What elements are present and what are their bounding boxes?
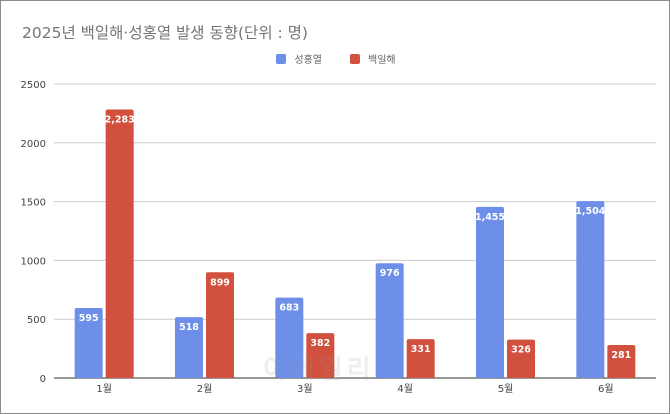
legend-item-series-1: 백일해 [350, 51, 396, 66]
data-label: 331 [411, 344, 431, 355]
data-label: 595 [79, 313, 99, 324]
data-label: 382 [310, 338, 330, 349]
x-tick-label: 6월 [598, 383, 614, 395]
bar-series-0 [275, 297, 304, 378]
bar-series-1 [607, 344, 636, 378]
bar-series-0 [476, 206, 504, 378]
data-label: 518 [179, 322, 199, 333]
legend-swatch-series-0 [276, 53, 287, 64]
data-label: 1,504 [575, 206, 605, 217]
legend-swatch-series-1 [350, 53, 360, 64]
y-tick-label: 2000 [21, 139, 46, 150]
x-tick-label: 4월 [397, 383, 413, 395]
bar-series-1 [206, 272, 234, 378]
chart-title: 2025년 백일해·성홍열 발생 동향(단위 : 명) [22, 24, 308, 42]
legend: 성홍열 백일해 [1, 51, 669, 66]
y-tick-label: 0 [40, 374, 46, 385]
x-tick-label: 2월 [197, 383, 213, 395]
legend-item-series-0: 성홍열 [276, 51, 322, 66]
watermark: 이데일리 [263, 355, 375, 385]
data-label: 683 [279, 303, 299, 314]
data-label: 899 [210, 277, 230, 288]
y-tick-label: 2500 [21, 80, 46, 91]
bar-series-1 [406, 339, 435, 378]
legend-label-series-0: 성홍열 [294, 55, 322, 66]
bar-series-1 [105, 109, 134, 379]
data-label: 326 [511, 345, 531, 356]
bar-series-1 [507, 339, 535, 378]
bar-series-0 [74, 308, 103, 378]
bar-series-1 [306, 333, 335, 378]
data-label: 2,283 [105, 115, 135, 126]
bar-series-0 [576, 201, 605, 378]
data-label: 281 [611, 350, 631, 361]
data-label: 1,455 [475, 212, 505, 223]
bar-series-0 [175, 317, 203, 378]
x-tick-label: 3월 [297, 383, 313, 395]
legend-label-series-1: 백일해 [368, 55, 396, 66]
data-label: 976 [380, 268, 400, 279]
y-tick-label: 500 [27, 315, 46, 326]
y-tick-label: 1000 [21, 256, 46, 267]
y-tick-label: 1500 [21, 198, 46, 209]
x-tick-label: 5월 [498, 383, 514, 395]
x-tick-label: 1월 [96, 383, 112, 395]
bar-series-0 [375, 263, 404, 378]
